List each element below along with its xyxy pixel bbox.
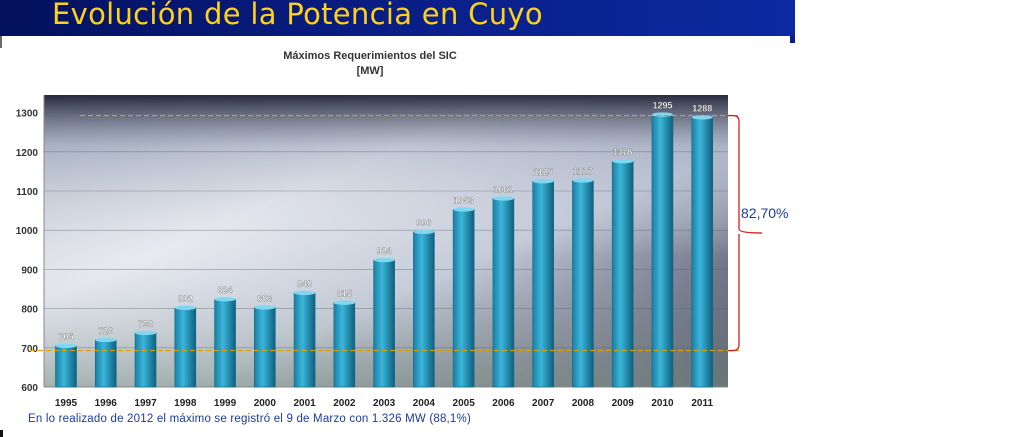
annotation-percent: 82,70% (741, 205, 788, 221)
bar (254, 307, 276, 388)
y-tick-label: 900 (21, 265, 38, 276)
bar-cap (612, 159, 634, 164)
bar (691, 117, 714, 388)
x-tick-label: 2007 (532, 398, 555, 409)
bar-cap (373, 257, 395, 263)
bar (572, 180, 594, 388)
x-tick-label: 2009 (612, 398, 635, 409)
data-label: 996 (416, 218, 431, 228)
footer-note: En lo realizado de 2012 el máximo se reg… (28, 413, 471, 425)
y-tick-label: 800 (21, 305, 38, 316)
bar (373, 259, 395, 388)
y-tick-label: 1200 (16, 148, 39, 159)
x-tick-label: 2004 (413, 398, 436, 409)
x-tick-label: 2003 (373, 398, 396, 409)
x-tick-label: 2008 (572, 398, 595, 409)
data-label: 803 (257, 293, 272, 303)
chart-title: Máximos Requerimientos del SIC (283, 50, 457, 62)
x-tick-label: 2001 (293, 398, 316, 409)
bar-cap (453, 207, 475, 212)
data-label: 1295 (652, 101, 672, 111)
x-tick-label: 1999 (214, 398, 237, 409)
bar (174, 307, 197, 388)
data-label: 1288 (692, 103, 712, 113)
bar (611, 160, 634, 388)
bar (651, 114, 674, 388)
bar (492, 198, 515, 388)
bar (452, 209, 475, 388)
bar-cap (254, 305, 276, 310)
bar-cap (532, 179, 554, 184)
bar-cap (492, 196, 514, 201)
bar-cap (55, 343, 77, 349)
title-banner: Evolución de la Potencia en Cuyo (0, 0, 795, 36)
bar (333, 302, 356, 388)
x-tick-label: 2010 (651, 398, 674, 409)
bar-cap (214, 296, 236, 302)
y-tick-label: 1300 (16, 109, 39, 120)
bar-cap (174, 305, 196, 311)
bar-cap (294, 290, 316, 296)
data-label: 802 (178, 294, 193, 304)
bar (55, 345, 77, 388)
bar-cap (691, 115, 713, 120)
bar-cap (572, 178, 594, 183)
annotation-bracket (728, 114, 763, 352)
bar (94, 339, 117, 388)
bar-cap (651, 112, 673, 117)
y-tick-label: 1000 (16, 226, 39, 237)
x-tick-label: 2006 (492, 398, 515, 409)
chart-unit: [MW] (356, 65, 384, 77)
bar-cap (135, 330, 157, 336)
data-label: 815 (337, 289, 352, 299)
bar (413, 231, 435, 388)
data-label: 705 (58, 332, 73, 342)
bar (532, 180, 554, 388)
x-tick-label: 2002 (333, 398, 356, 409)
x-tick-label: 1995 (55, 398, 78, 409)
y-tick-label: 600 (21, 383, 38, 394)
x-tick-label: 2005 (453, 398, 476, 409)
bar (134, 332, 157, 388)
data-label: 1053 (454, 195, 474, 205)
x-tick-label: 1997 (134, 398, 157, 409)
bar-cap (333, 300, 355, 305)
x-tick-label: 1998 (174, 398, 197, 409)
bar-cap (95, 337, 117, 343)
page-title: Evolución de la Potencia en Cuyo (52, 0, 543, 31)
data-label: 1125 (533, 167, 553, 177)
data-label: 924 (377, 246, 392, 256)
data-label: 738 (138, 319, 153, 329)
bar (214, 298, 236, 388)
banner-tail (790, 36, 795, 43)
x-tick-label: 2000 (254, 398, 277, 409)
y-tick-label: 700 (21, 344, 38, 355)
data-label: 1127 (573, 166, 593, 176)
x-tick-label: 2011 (691, 398, 713, 409)
data-label: 1176 (613, 147, 633, 157)
data-label: 840 (297, 279, 312, 289)
data-label: 824 (218, 285, 233, 295)
y-tick-label: 1100 (16, 187, 38, 198)
bottom-tick (0, 430, 3, 437)
data-label: 720 (98, 326, 113, 336)
x-tick-label: 1996 (95, 398, 118, 409)
left-edge-bar (0, 36, 2, 48)
data-label: 1081 (493, 184, 513, 194)
bar-cap (413, 229, 435, 234)
bar (293, 292, 316, 388)
